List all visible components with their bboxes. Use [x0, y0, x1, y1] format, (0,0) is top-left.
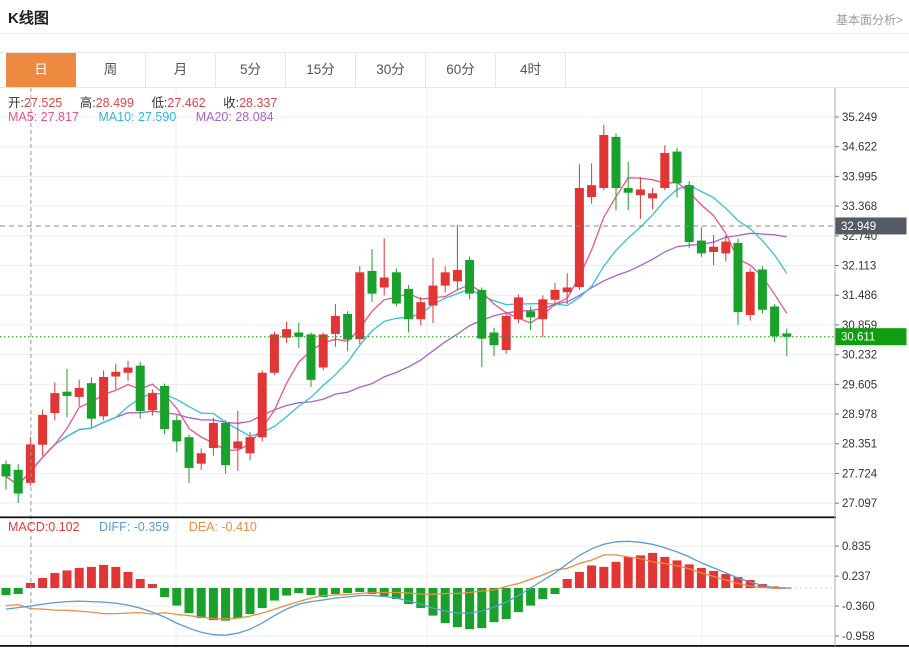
ma5-line: [5, 177, 788, 486]
latest-price-badge: 30.611: [835, 328, 907, 346]
ma10-line: [5, 184, 788, 486]
crosshair-layer: [0, 88, 835, 645]
pane-dividers: [0, 516, 909, 647]
svg-text:0.835: 0.835: [842, 541, 871, 553]
svg-text:35.249: 35.249: [842, 112, 877, 124]
chart-canvas[interactable]: 35.24934.62233.99533.36832.74032.11331.4…: [0, 88, 909, 651]
tab-60min[interactable]: 60分: [426, 53, 496, 87]
ma20-line: [5, 232, 787, 486]
svg-text:-0.958: -0.958: [842, 631, 875, 643]
page-title: K线图: [8, 10, 49, 27]
timeframe-tabs: 日周月 5分 15分 30分 60分 4时: [0, 52, 909, 88]
svg-text:28.978: 28.978: [842, 409, 877, 421]
price-axis: 35.24934.62233.99533.36832.74032.11331.4…: [834, 88, 907, 646]
svg-text:32.949: 32.949: [841, 221, 876, 233]
svg-text:28.351: 28.351: [842, 439, 877, 451]
tab-5min[interactable]: 5分: [216, 53, 286, 87]
grid-lines: [0, 88, 835, 645]
svg-text:34.622: 34.622: [842, 142, 877, 154]
svg-text:33.368: 33.368: [842, 201, 877, 213]
candles-layer: [1, 125, 792, 504]
tab-15min[interactable]: 15分: [286, 53, 356, 87]
svg-text:30.232: 30.232: [842, 350, 877, 362]
tab-week[interactable]: 周: [76, 53, 146, 87]
kline-macd-chart[interactable]: 35.249 34.622 33.995 33.368 32.740 32.113 31.4…: [0, 88, 909, 651]
svg-text:27.097: 27.097: [842, 498, 877, 510]
tab-30min[interactable]: 30分: [356, 53, 426, 87]
tab-month[interactable]: 月: [146, 53, 216, 87]
svg-text:29.605: 29.605: [842, 379, 877, 391]
ma-lines: [5, 177, 788, 486]
svg-text:-0.360: -0.360: [842, 601, 875, 613]
svg-text:31.486: 31.486: [842, 290, 877, 302]
svg-text:32.113: 32.113: [842, 261, 876, 273]
diff-line: [5, 540, 787, 636]
macd-layer: [1, 540, 792, 636]
dea-line: [5, 554, 787, 620]
svg-text:30.611: 30.611: [841, 332, 875, 344]
svg-text:0.237: 0.237: [842, 571, 871, 583]
svg-text:33.995: 33.995: [842, 171, 877, 183]
svg-text:27.724: 27.724: [842, 468, 878, 480]
crosshair-price-badge: 32.949: [835, 217, 907, 235]
header: K线图 基本面分析>: [0, 0, 909, 34]
tab-day[interactable]: 日: [6, 53, 76, 87]
tab-4hour[interactable]: 4时: [496, 53, 566, 87]
fundamental-analysis-link[interactable]: 基本面分析>: [835, 13, 903, 27]
